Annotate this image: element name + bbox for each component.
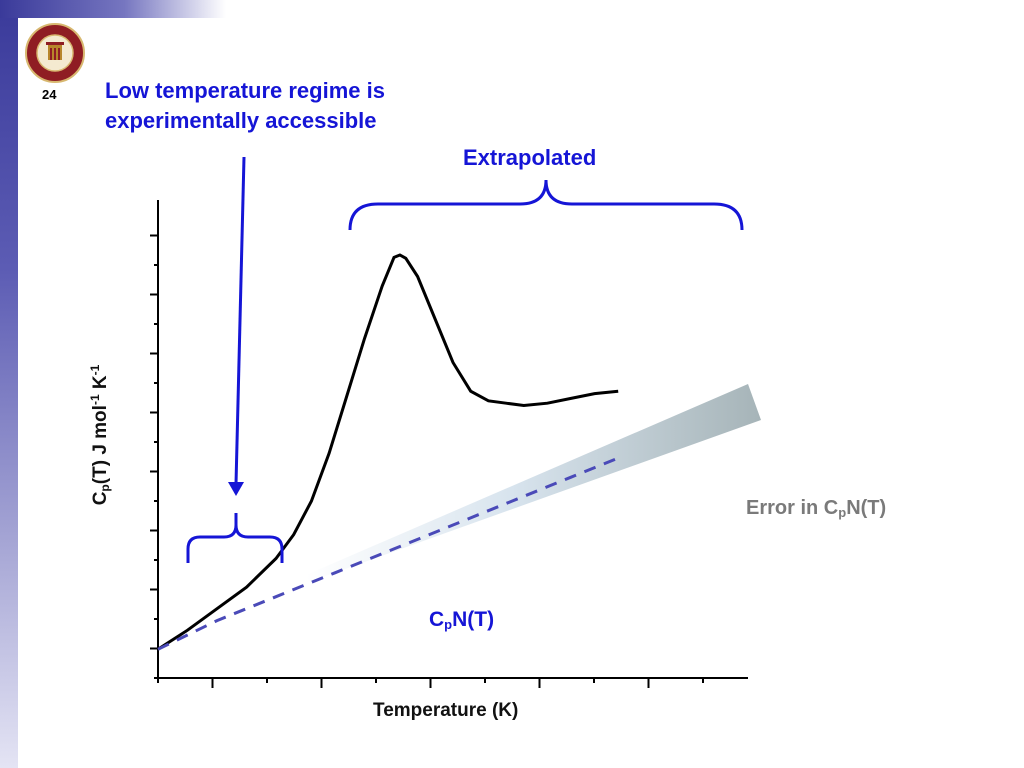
slide-left-band <box>0 0 18 768</box>
heading-line-2: experimentally accessible <box>105 108 377 133</box>
slide-number: 24 <box>42 87 57 102</box>
y-axis-label: Cp(T) J mol-1 K-1 <box>88 364 112 506</box>
arrow-shaft <box>234 156 246 485</box>
error-band <box>306 384 761 583</box>
university-seal-icon <box>25 23 85 83</box>
large-bracket <box>348 179 744 231</box>
normal-state-dashed-curve <box>157 456 619 651</box>
extrapolated-label: Extrapolated <box>463 145 597 170</box>
slide-top-band <box>0 0 226 18</box>
arrow-head <box>228 482 244 496</box>
heading-line-1: Low temperature regime is <box>105 78 385 103</box>
error-label: Error in CpN(T) <box>746 497 887 520</box>
slide-heading: Low temperature regime is experimentally… <box>105 76 465 136</box>
small-bracket <box>186 513 284 563</box>
x-axis-label: Temperature (K) <box>373 700 519 721</box>
normal-state-label: CpN(T) <box>429 608 495 632</box>
measured-heat-capacity-curve <box>157 253 619 651</box>
